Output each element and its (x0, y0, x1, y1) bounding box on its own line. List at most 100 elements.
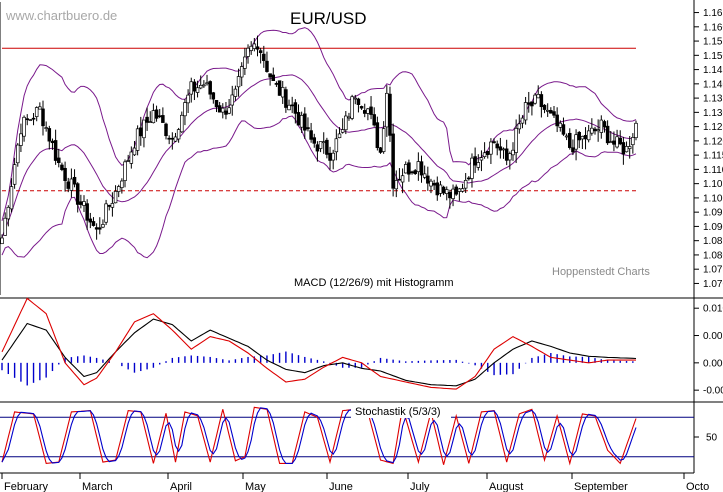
macd-tick-label: 0.000 (703, 358, 723, 369)
candle-body (533, 94, 537, 104)
candle-body (53, 140, 58, 161)
candle-body (154, 109, 159, 119)
candle-body (486, 150, 490, 155)
candle-body (353, 97, 358, 100)
candle-body (202, 84, 206, 87)
candle-body (495, 143, 499, 149)
candle-body (574, 134, 578, 150)
month-label: June (329, 481, 353, 492)
candle-body (347, 116, 351, 119)
candle-body (325, 139, 329, 155)
candle-body (63, 167, 67, 181)
watermark: www.chartbuero.de (5, 8, 117, 23)
candle-body (463, 179, 468, 189)
candle-body (255, 46, 260, 50)
month-label: March (82, 481, 113, 492)
price-tick-label: 1.125 (703, 122, 723, 133)
candle-body (530, 101, 534, 107)
candle-body (135, 128, 140, 151)
candle-body (88, 218, 93, 223)
candle-body (504, 148, 509, 161)
candle-body (98, 227, 102, 230)
candle-body (296, 112, 301, 126)
candle-body (57, 157, 61, 163)
candle-body (19, 133, 23, 146)
candle-body (558, 122, 563, 128)
price-tick-label: 1.120 (703, 136, 723, 147)
candle-body (3, 217, 7, 236)
candle-body (132, 147, 137, 156)
candle-body (110, 203, 115, 208)
candle-body (60, 164, 64, 170)
price-tick-label: 1.100 (703, 193, 723, 204)
candle-body (422, 173, 427, 178)
candle-body (38, 106, 42, 110)
candle-body (615, 136, 619, 148)
candle-body (293, 102, 298, 114)
price-tick-label: 1.140 (703, 79, 723, 90)
month-label: September (574, 481, 628, 492)
candle-body (580, 136, 585, 140)
candle-body (258, 50, 263, 53)
candle-body (523, 102, 528, 121)
candle-body (362, 110, 367, 114)
candle-body (555, 114, 559, 127)
candle-body (539, 94, 544, 108)
candle-body (290, 104, 294, 107)
candle-body (438, 184, 443, 194)
candle-body (545, 109, 550, 112)
candle-body (176, 129, 181, 140)
candle-body (397, 178, 402, 181)
candle-body (72, 176, 77, 185)
candle-body (47, 128, 52, 142)
candlesticks (0, 35, 638, 245)
candle-body (164, 123, 168, 137)
candle-body (482, 152, 487, 157)
candle-body (568, 132, 572, 148)
candle-body (129, 151, 134, 164)
candle-body (631, 137, 635, 146)
candle-body (211, 92, 216, 100)
candle-body (274, 83, 279, 85)
month-label: August (489, 481, 523, 492)
candle-body (82, 201, 86, 206)
credit-label: Hoppenstedt Charts (552, 266, 650, 278)
macd-signal-line (1, 297, 636, 390)
candle-body (391, 133, 395, 189)
candle-body (173, 136, 178, 142)
candle-body (16, 144, 20, 164)
candle-body (561, 124, 566, 135)
candle-body (249, 45, 253, 51)
candle-body (454, 186, 458, 195)
price-tick-label: 1.105 (703, 179, 723, 190)
candle-body (444, 189, 449, 194)
price-tick-label: 1.135 (703, 94, 723, 105)
candle-body (167, 137, 171, 140)
candle-body (170, 137, 175, 140)
candle-body (44, 127, 48, 129)
stochastic-indicator (0, 406, 694, 466)
candle-body (498, 146, 503, 151)
candle-body (501, 148, 506, 151)
candle-body (309, 130, 313, 140)
candle-body (22, 116, 26, 137)
candle-body (378, 147, 383, 153)
candle-body (381, 128, 386, 152)
candle-body (227, 107, 231, 114)
candle-body (189, 81, 194, 95)
horizontal-levels (2, 47, 636, 192)
candle-body (28, 119, 33, 121)
macd-tick-label: 0.010 (703, 304, 723, 315)
price-tick-label: 1.155 (703, 37, 723, 48)
candle-body (123, 161, 127, 181)
candle-body (186, 94, 190, 104)
price-tick-label: 1.075 (703, 265, 723, 276)
candle-body (571, 147, 575, 153)
candle-body (432, 182, 436, 186)
candle-body (403, 164, 408, 174)
candle-body (334, 138, 339, 153)
candle-body (489, 141, 493, 155)
candle-body (315, 144, 320, 152)
candle-body (356, 98, 361, 105)
candle-body (192, 81, 197, 92)
